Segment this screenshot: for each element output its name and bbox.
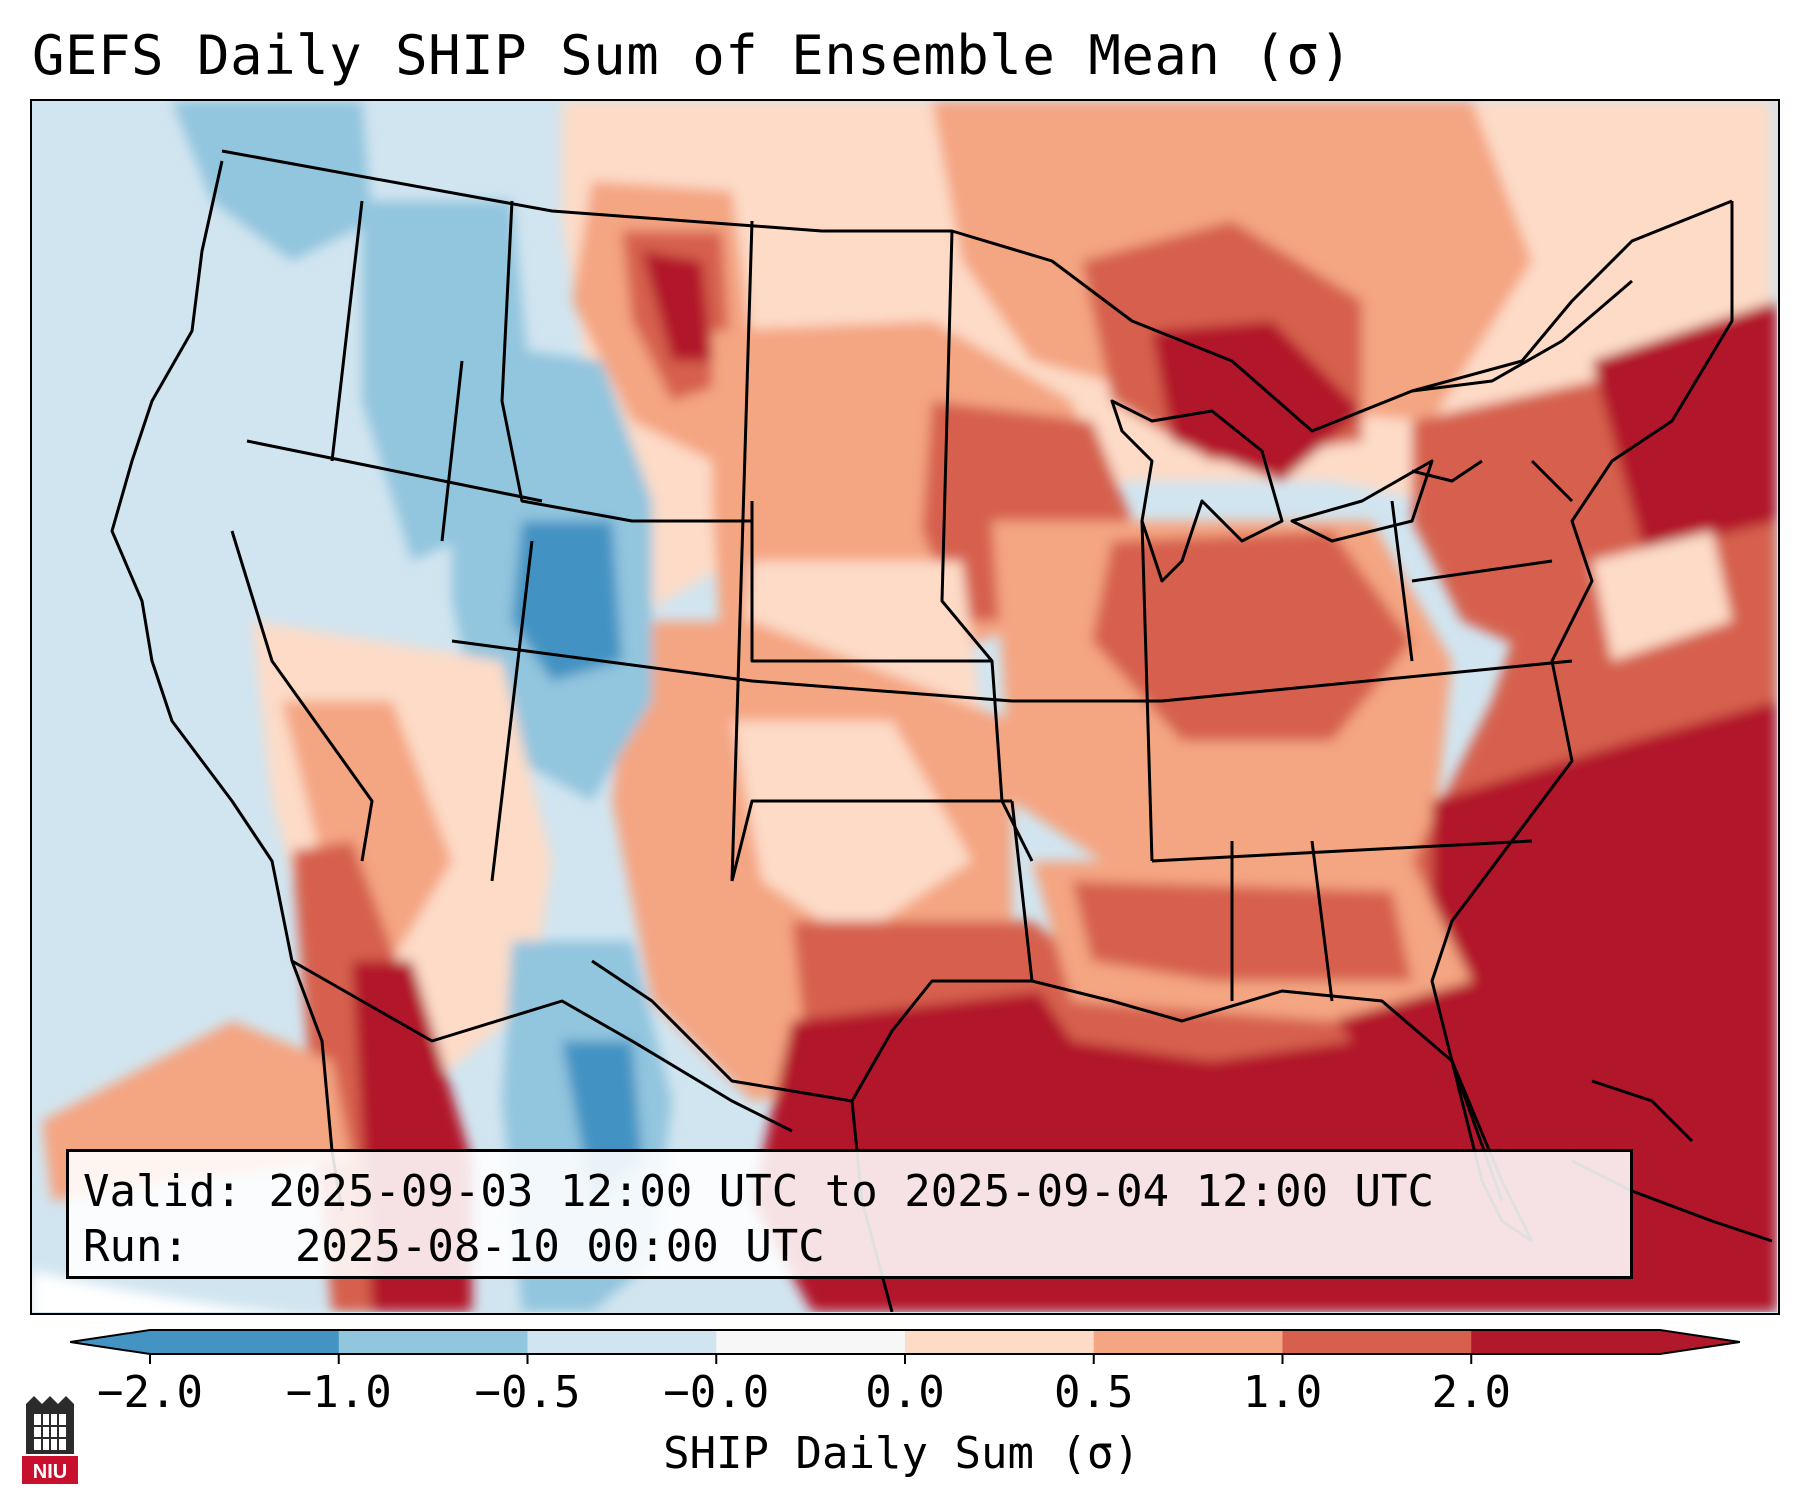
map-panel [30, 99, 1780, 1315]
colorbar-segment [1282, 1330, 1472, 1354]
colorbar-tick-label: 0.5 [1054, 1367, 1134, 1418]
map-title: GEFS Daily SHIP Sum of Ensemble Mean (σ) [32, 24, 1353, 87]
run-value: 2025-08-10 00:00 UTC [294, 1221, 825, 1272]
logo-text: NIU [33, 1461, 67, 1483]
run-label: Run: [83, 1221, 189, 1272]
colorbar-tick-label: −1.0 [285, 1367, 392, 1418]
colorbar-tick-label: 1.0 [1242, 1367, 1323, 1418]
valid-label: Valid: [83, 1166, 242, 1217]
colorbar-tick-label: −0.0 [663, 1367, 770, 1418]
colorbar-extend-high [1660, 1330, 1740, 1354]
colorbar-segment [338, 1330, 528, 1354]
colorbar-segment [1093, 1330, 1283, 1354]
boundaries [110, 149, 1773, 1312]
colorbar-tick-label: −2.0 [97, 1367, 203, 1418]
colorbar-extend-low [70, 1330, 150, 1354]
colorbar-segment [527, 1330, 717, 1354]
colorbar-segment [905, 1330, 1095, 1354]
colorbar-tick-label: −0.5 [474, 1367, 581, 1418]
validity-box: Valid: 2025-09-03 12:00 UTC to 2025-09-0… [66, 1149, 1633, 1279]
anomaly-field [32, 101, 1777, 1312]
colorbar-tick-label: 0.0 [865, 1367, 945, 1418]
colorbar-label: SHIP Daily Sum (σ) [663, 1428, 1140, 1479]
colorbar-tick-label: 2.0 [1431, 1367, 1511, 1418]
valid-value: 2025-09-03 12:00 UTC to 2025-09-04 12:00… [268, 1166, 1435, 1217]
colorbar-segment [150, 1330, 340, 1354]
niu-logo: NIU [22, 1396, 78, 1484]
colorbar-segment [1471, 1330, 1661, 1354]
colorbar [70, 1329, 1740, 1364]
colorbar-segment [716, 1330, 906, 1354]
